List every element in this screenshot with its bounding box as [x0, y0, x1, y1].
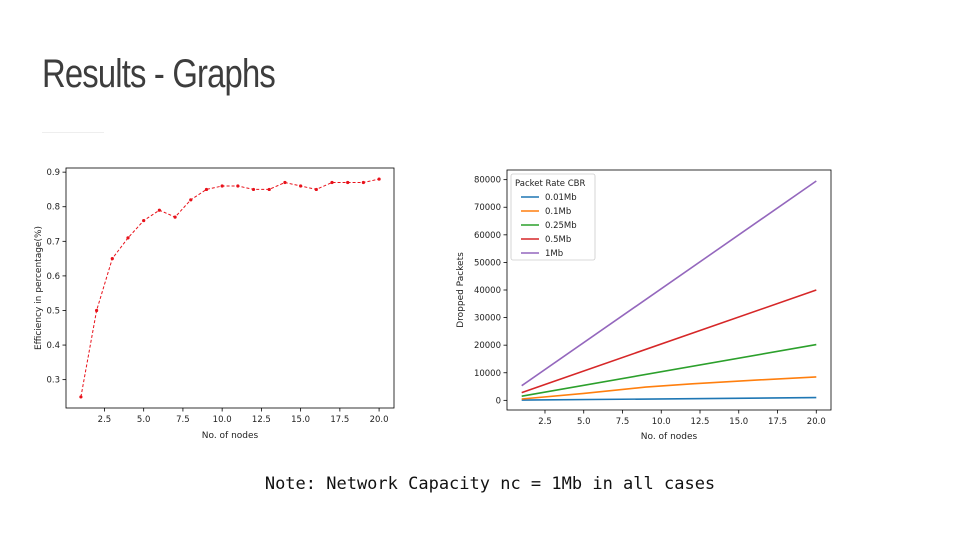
data-point — [377, 177, 381, 181]
x-tick-label: 15.0 — [291, 415, 310, 425]
data-point — [236, 184, 240, 188]
legend: Packet Rate CBR 0.01Mb 0.1Mb 0.25Mb 0.5Mb 1Mb — [510, 173, 596, 261]
x-axis-label: No. of nodes — [641, 432, 698, 442]
plot-frame — [65, 167, 395, 409]
x-tick-label: 7.5 — [616, 417, 630, 427]
data-point — [95, 308, 99, 313]
series-line-0-25mb — [521, 343, 817, 397]
y-tick-label: 0.5 — [46, 306, 60, 316]
y-tick-label: 30000 — [474, 314, 501, 324]
x-tick-label: 20.0 — [370, 415, 389, 425]
y-tick-label: 80000 — [474, 176, 501, 186]
dropped-packets-chart: 2.5 5.0 7.5 10.0 12.5 15.0 17.5 20.0 0 10000 20000… — [456, 169, 832, 442]
legend-label: 0.25Mb — [545, 221, 577, 231]
y-tick-label: 10000 — [474, 369, 501, 379]
x-tick-label: 12.5 — [691, 417, 710, 427]
x-tick-label: 20.0 — [807, 417, 826, 427]
x-tick-label: 10.0 — [213, 415, 232, 425]
x-tick-label: 17.5 — [330, 415, 349, 425]
x-tick-label: 2.5 — [98, 415, 112, 425]
x-tick-label: 5.0 — [137, 415, 151, 425]
legend-title: Packet Rate CBR — [515, 179, 585, 189]
x-tick-label: 10.0 — [652, 417, 671, 427]
y-tick-label: 0.7 — [46, 237, 60, 247]
y-tick-label: 0.6 — [46, 272, 60, 282]
slide-title: Results - Graphs — [42, 52, 276, 96]
y-tick-label: 0.4 — [46, 341, 60, 351]
legend-label: 0.1Mb — [545, 207, 571, 217]
x-tick-label: 15.0 — [729, 417, 748, 427]
data-point — [361, 180, 365, 185]
series-line-0-5mb — [521, 289, 817, 394]
data-point — [251, 187, 256, 192]
data-point — [283, 180, 287, 185]
x-axis-label: No. of nodes — [202, 431, 259, 441]
y-tick-label: 50000 — [474, 258, 501, 268]
y-tick-label: 60000 — [474, 231, 501, 241]
x-tick-label: 17.5 — [768, 417, 787, 427]
y-axis-label: Dropped Packets — [456, 252, 466, 328]
data-point — [346, 180, 350, 185]
title-divider — [42, 132, 104, 133]
data-point — [189, 198, 193, 202]
efficiency-chart: 2.5 5.0 7.5 10.0 12.5 15.0 17.5 20.0 0.3 0.4 0.5 0.… — [34, 167, 395, 441]
data-point — [126, 236, 130, 240]
data-point — [314, 187, 318, 192]
series-line-efficiency — [80, 178, 380, 397]
y-tick-label: 0.3 — [46, 376, 60, 386]
x-tick-label: 12.5 — [252, 415, 271, 425]
data-point — [142, 218, 146, 223]
y-tick-label: 20000 — [474, 341, 501, 351]
data-point — [110, 257, 114, 261]
footnote: Note: Network Capacity nc = 1Mb in all c… — [264, 474, 716, 494]
data-point — [299, 184, 303, 188]
series-line-1mb — [521, 180, 817, 387]
data-point — [267, 187, 271, 192]
legend-label: 0.01Mb — [545, 193, 577, 203]
y-tick-label: 0 — [496, 396, 501, 406]
data-point — [79, 395, 83, 399]
x-tick-label: 5.0 — [577, 417, 591, 427]
data-point — [157, 208, 161, 212]
data-point — [220, 184, 224, 188]
series-line-0-01mb — [521, 396, 817, 401]
y-tick-label: 40000 — [474, 286, 501, 296]
y-tick-label: 0.8 — [46, 203, 60, 213]
data-point — [173, 215, 177, 219]
legend-label: 0.5Mb — [545, 235, 571, 245]
y-axis-label: Efficiency in percentage(%) — [34, 226, 44, 350]
y-tick-label: 0.9 — [46, 168, 60, 178]
y-tick-label: 70000 — [474, 203, 501, 213]
data-point — [330, 180, 334, 185]
x-tick-label: 7.5 — [176, 415, 190, 425]
x-tick-label: 2.5 — [538, 417, 552, 427]
series-line-0-1mb — [521, 376, 817, 400]
data-point — [204, 187, 209, 192]
legend-label: 1Mb — [545, 249, 563, 259]
